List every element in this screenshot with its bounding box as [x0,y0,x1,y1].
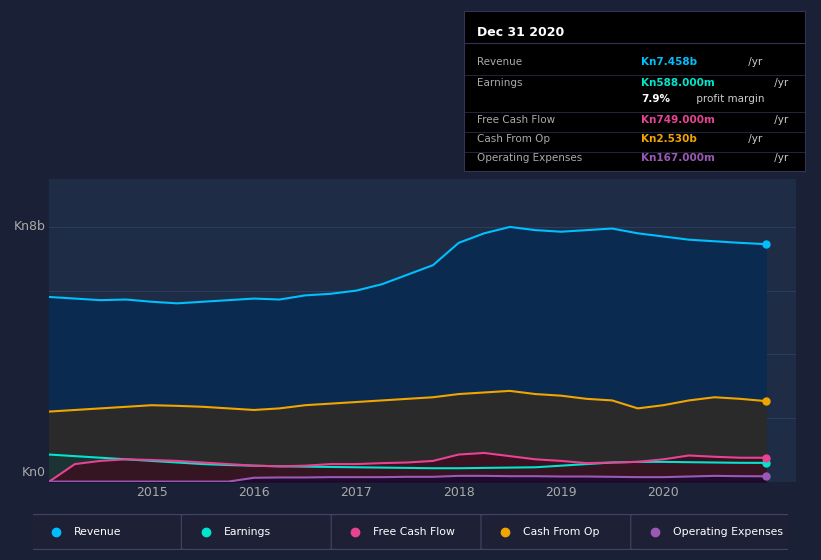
Text: Revenue: Revenue [74,527,122,537]
Text: /yr: /yr [770,78,788,88]
Text: /yr: /yr [770,115,788,125]
Text: Kn167.000m: Kn167.000m [641,153,715,163]
Text: Free Cash Flow: Free Cash Flow [374,527,456,537]
Text: /yr: /yr [745,57,762,67]
Text: Revenue: Revenue [478,57,523,67]
FancyBboxPatch shape [481,515,640,549]
Text: 7.9%: 7.9% [641,94,670,104]
Text: Kn749.000m: Kn749.000m [641,115,715,125]
FancyBboxPatch shape [181,515,340,549]
Text: Kn8b: Kn8b [14,221,45,234]
Text: /yr: /yr [770,153,788,163]
Text: Earnings: Earnings [478,78,523,88]
Text: Free Cash Flow: Free Cash Flow [478,115,556,125]
Text: Kn2.530b: Kn2.530b [641,134,697,144]
Text: Cash From Op: Cash From Op [478,134,551,144]
Text: Earnings: Earnings [223,527,271,537]
Text: Dec 31 2020: Dec 31 2020 [478,26,565,39]
Text: Cash From Op: Cash From Op [523,527,600,537]
FancyBboxPatch shape [631,515,790,549]
Text: Operating Expenses: Operating Expenses [478,153,583,163]
Text: profit margin: profit margin [693,94,764,104]
FancyBboxPatch shape [331,515,490,549]
Text: /yr: /yr [745,134,762,144]
Text: Operating Expenses: Operating Expenses [673,527,783,537]
Text: Kn588.000m: Kn588.000m [641,78,715,88]
FancyBboxPatch shape [31,515,190,549]
Text: Kn7.458b: Kn7.458b [641,57,697,67]
Text: Kn0: Kn0 [21,465,45,479]
